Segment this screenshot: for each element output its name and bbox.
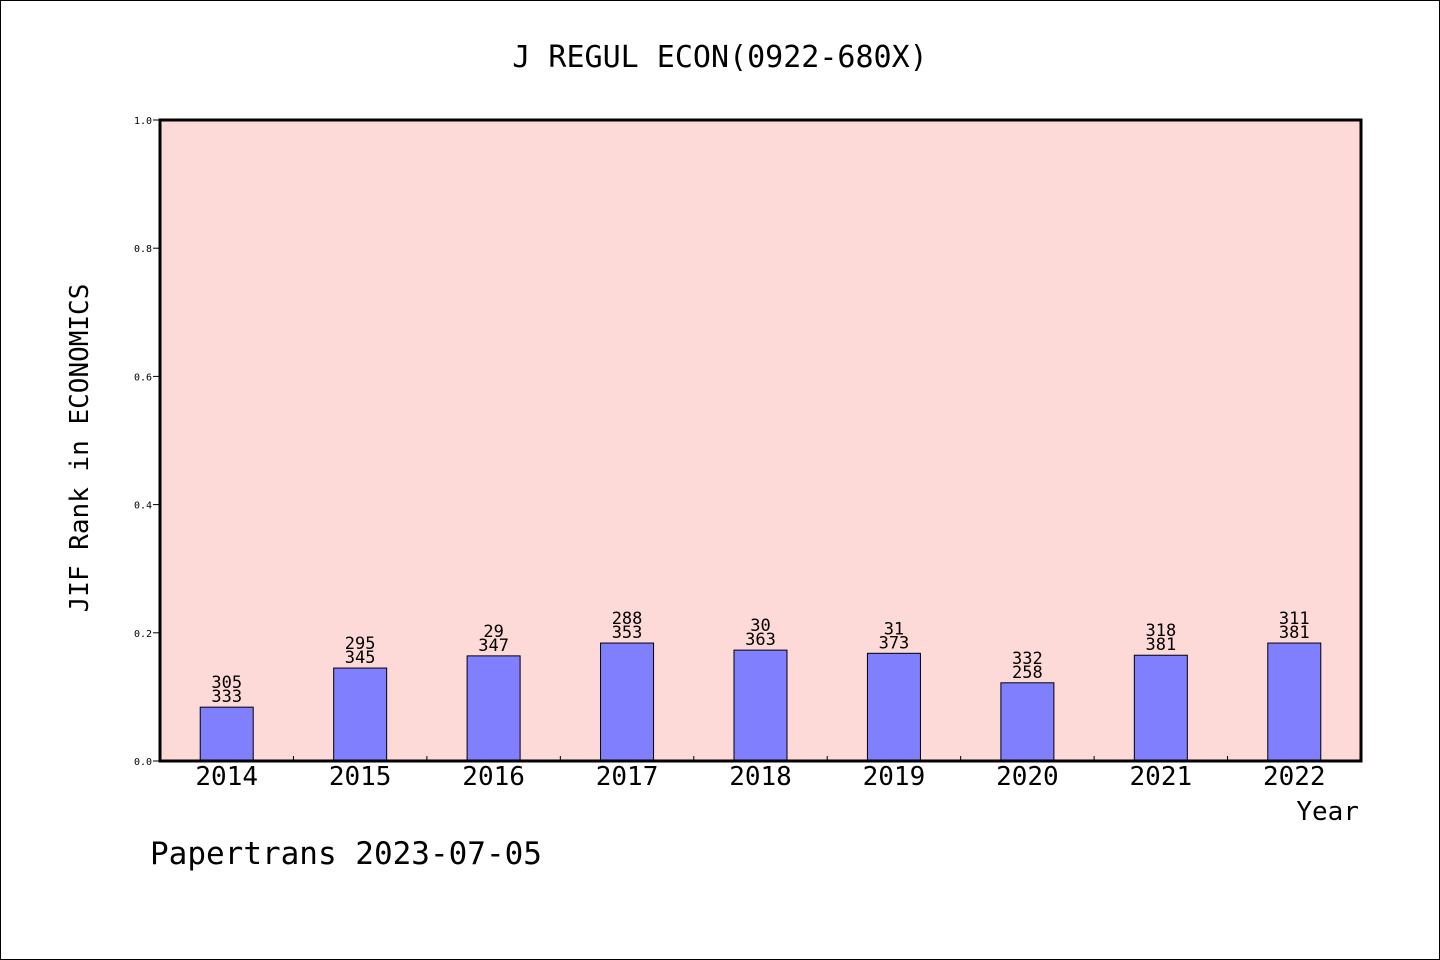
y-tick-label-0.4: 0.4: [134, 501, 152, 512]
x-axis-label: Year: [1296, 797, 1359, 827]
y-axis-label: JIF Rank in ECONOMICS: [65, 284, 95, 613]
chart-title: J REGUL ECON(0922-680X): [512, 40, 927, 75]
bar-2020: [1000, 682, 1055, 762]
bars-group: [199, 642, 1322, 762]
x-tick-label-2014: 2014: [195, 762, 258, 792]
rank-label-2017: 288: [612, 609, 643, 629]
rank-label-2021: 318: [1145, 621, 1176, 641]
total-label-2018: 363: [745, 630, 776, 650]
x-tick-label-2017: 2017: [596, 762, 659, 792]
y-tick-label-1.0: 1.0: [134, 116, 152, 127]
x-axis-ticks: 2014 2015 2016 2017 2018 2019 2020 2021 2022: [195, 756, 1326, 792]
rank-label-2020: 332: [1012, 649, 1043, 669]
total-label-2022: 381: [1279, 623, 1310, 643]
plot-border: [158, 118, 1363, 763]
bar-2019: [866, 652, 921, 762]
total-label-2019: 373: [879, 633, 910, 653]
bar-2018: [733, 649, 788, 762]
y-tick-label-0.0: 0.0: [134, 757, 152, 768]
y-tick-label-0.6: 0.6: [134, 372, 152, 383]
bar-2022: [1267, 642, 1322, 762]
bar-2021: [1133, 654, 1188, 762]
total-label-2014: 333: [211, 687, 242, 707]
x-tick-label-2015: 2015: [329, 762, 392, 792]
rank-label-2016: 29: [483, 622, 503, 642]
rank-label-2022: 311: [1279, 609, 1310, 629]
x-tick-label-2020: 2020: [996, 762, 1059, 792]
x-tick-label-2021: 2021: [1130, 762, 1193, 792]
x-tick-label-2019: 2019: [863, 762, 926, 792]
rank-label-2019: 31: [884, 619, 904, 639]
total-label-2021: 381: [1145, 635, 1176, 655]
y-tick-label-0.2: 0.2: [134, 629, 152, 640]
total-label-2016: 347: [478, 636, 509, 656]
rank-label-2015: 295: [345, 634, 376, 654]
x-tick-label-2022: 2022: [1263, 762, 1326, 792]
bar-2015: [333, 667, 388, 762]
y-tick-label-0.8: 0.8: [134, 244, 152, 255]
total-label-2020: 258: [1012, 663, 1043, 683]
bar-2014: [199, 706, 254, 762]
total-label-2017: 353: [612, 623, 643, 643]
bar-2016: [466, 655, 521, 762]
total-label-2015: 345: [345, 648, 376, 668]
rank-label-2018: 30: [750, 616, 770, 636]
x-tick-label-2016: 2016: [462, 762, 525, 792]
y-axis-ticks: 0.0 0.2 0.4 0.6 0.8 1.0: [134, 116, 160, 768]
rank-label-2014: 305: [211, 673, 242, 693]
bar-2017: [600, 642, 655, 762]
footer-text: Papertrans 2023-07-05: [150, 836, 542, 872]
x-tick-label-2018: 2018: [729, 762, 792, 792]
